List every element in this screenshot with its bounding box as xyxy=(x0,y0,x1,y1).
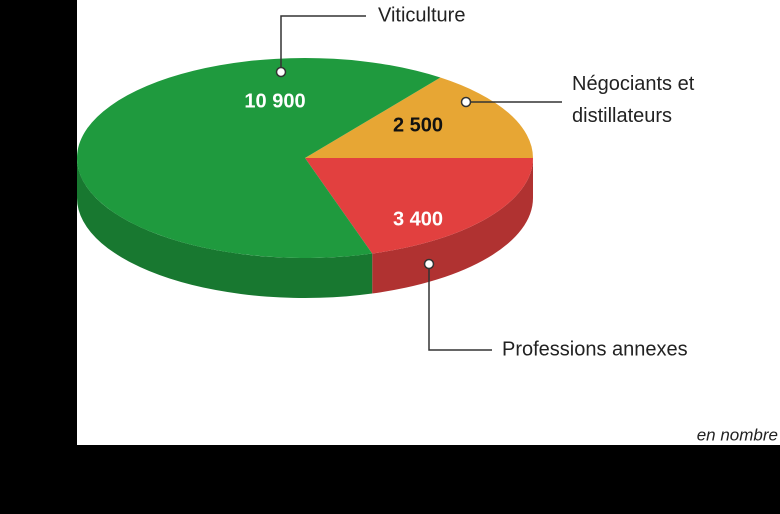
category-label: Professions annexes xyxy=(502,338,688,360)
pie xyxy=(77,58,533,298)
slice-side xyxy=(372,158,533,294)
slice-top xyxy=(77,58,441,259)
value-label: 10 900 xyxy=(244,90,305,112)
category-label: Viticulture xyxy=(378,4,465,26)
labels: 10 900 Viticulture 2 500 Négociants et dist… xyxy=(244,4,695,360)
leader-dot xyxy=(460,96,472,108)
slice-side xyxy=(77,158,373,298)
leader-line xyxy=(428,264,492,351)
slice xyxy=(305,158,533,294)
slice-top xyxy=(305,158,533,254)
slice xyxy=(77,58,441,298)
value-label: 2 500 xyxy=(393,114,443,136)
leader-dot xyxy=(275,66,287,78)
category-label: Négociants et distillateurs xyxy=(572,73,695,127)
slice-top xyxy=(305,77,533,158)
value-label: 3 400 xyxy=(393,208,443,230)
leader-line xyxy=(280,15,366,72)
slice xyxy=(305,77,533,158)
note: en nombre xyxy=(697,425,778,444)
category-label-box: Négociants et distillateurs xyxy=(572,73,695,127)
leader-dot xyxy=(423,258,435,270)
